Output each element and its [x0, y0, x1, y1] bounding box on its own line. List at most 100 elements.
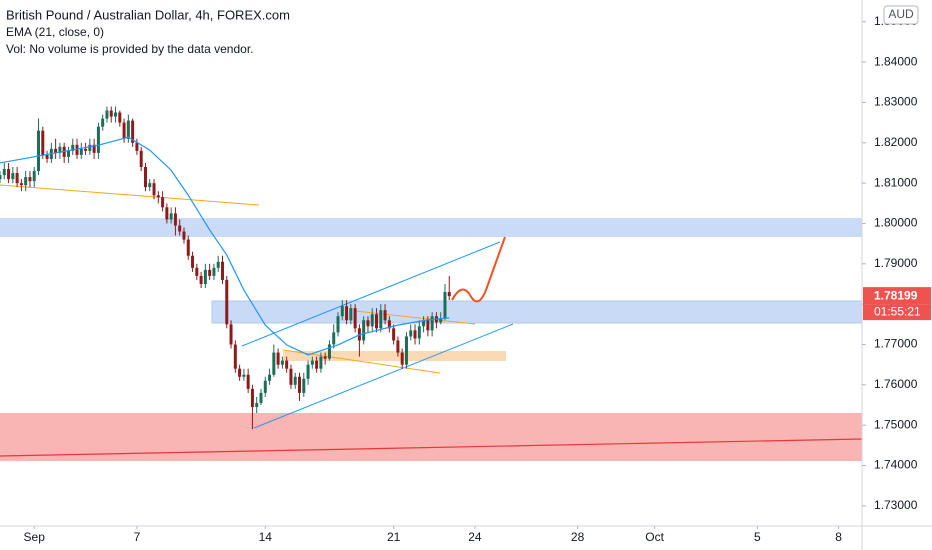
trend-line — [354, 310, 476, 325]
y-tick-label: 1.83000 — [874, 95, 918, 109]
x-tick-label: 14 — [259, 530, 273, 544]
candle-body — [15, 173, 19, 184]
candle-body — [148, 183, 152, 188]
candle-body — [122, 122, 126, 139]
candle-body — [58, 146, 62, 153]
candle-body — [250, 388, 254, 408]
candle-body — [285, 360, 289, 369]
x-tick-label: Oct — [645, 530, 664, 544]
y-tick-label: 1.79000 — [874, 256, 918, 270]
candle-body — [417, 326, 421, 339]
candle-body — [375, 314, 379, 329]
title: British Pound / Australian Dollar, 4h, F… — [6, 7, 290, 22]
candle-body — [255, 402, 259, 408]
candle-body — [370, 314, 374, 327]
y-tick-label: 1.84000 — [874, 54, 918, 68]
candle-body — [28, 177, 32, 182]
candle-body — [152, 183, 156, 196]
candle-body — [306, 364, 310, 379]
candle-body — [276, 352, 280, 365]
indicator-legend: Vol: No volume is provided by the data v… — [6, 42, 253, 56]
candle-body — [173, 213, 177, 226]
candle-body — [2, 169, 6, 176]
candle-body — [169, 213, 173, 220]
currency-badge — [883, 5, 919, 25]
y-tick-label: 1.73000 — [874, 498, 918, 512]
candle-body — [139, 150, 143, 167]
candle-body — [19, 183, 23, 186]
trend-line — [0, 184, 260, 206]
candle-body — [0, 175, 2, 180]
candle-body — [178, 225, 182, 232]
candle-body — [131, 120, 135, 143]
candle-body — [220, 261, 224, 280]
candle-body — [332, 332, 336, 345]
y-tick-label: 1.75000 — [874, 417, 918, 431]
candle-body — [216, 261, 220, 268]
y-tick-label: 1.74000 — [874, 458, 918, 472]
candle-body — [101, 118, 105, 127]
candle-body — [161, 197, 165, 208]
candle-body — [315, 360, 319, 369]
candle-body — [208, 269, 212, 276]
candle-body — [310, 360, 314, 365]
candle-body — [195, 267, 199, 276]
candle-body — [404, 336, 408, 365]
candle-body — [392, 328, 396, 341]
candle-body — [92, 144, 96, 153]
candle-body — [41, 130, 45, 155]
candle-body — [126, 120, 130, 139]
candle-body — [233, 344, 237, 369]
candle-body — [323, 356, 327, 359]
candle-body — [246, 374, 250, 389]
candle-body — [349, 308, 353, 321]
y-tick-label: 1.80000 — [874, 216, 918, 230]
ema-line — [0, 136, 450, 356]
candle-body — [409, 330, 413, 337]
candle-body — [362, 320, 366, 341]
candle-body — [242, 374, 246, 377]
candle-body — [289, 368, 293, 385]
candle-body — [118, 112, 122, 123]
candle-body — [272, 352, 276, 375]
resistance-zone — [0, 218, 862, 237]
channel-line — [241, 241, 501, 347]
candle-body — [430, 316, 434, 331]
candle-body — [191, 255, 195, 268]
candle-body — [109, 110, 113, 117]
candle-body — [71, 144, 75, 151]
candle-body — [336, 316, 340, 333]
candle-body — [353, 308, 357, 329]
candle-body — [263, 380, 267, 393]
candle-body — [383, 310, 387, 321]
candle-body — [400, 352, 404, 365]
candle-body — [203, 269, 207, 284]
y-tick-label: 1.82000 — [874, 135, 918, 149]
x-tick-label: 28 — [571, 530, 585, 544]
candle-body — [32, 171, 36, 182]
candle-body — [447, 292, 451, 297]
candle-body — [88, 144, 92, 151]
candle-body — [37, 130, 41, 172]
drawings — [0, 184, 862, 461]
candle-body — [327, 344, 331, 359]
candle-body — [387, 320, 391, 329]
candle-body — [105, 110, 109, 119]
candle-body — [156, 195, 160, 198]
candle-body — [238, 368, 242, 377]
candle-body — [79, 148, 83, 155]
plot-area — [0, 106, 451, 430]
candle-body — [379, 310, 383, 329]
y-tick-label: 1.76000 — [874, 377, 918, 391]
candle-body — [422, 320, 426, 327]
candle-body — [443, 292, 447, 319]
x-tick-label: 7 — [134, 530, 141, 544]
candle-body — [96, 126, 100, 153]
candle-body — [11, 173, 15, 180]
candle-body — [182, 231, 186, 240]
candle-body — [340, 306, 344, 317]
trend-line — [282, 349, 441, 374]
candle-body — [7, 169, 11, 180]
last-price-label: 1.78199 — [874, 288, 918, 302]
